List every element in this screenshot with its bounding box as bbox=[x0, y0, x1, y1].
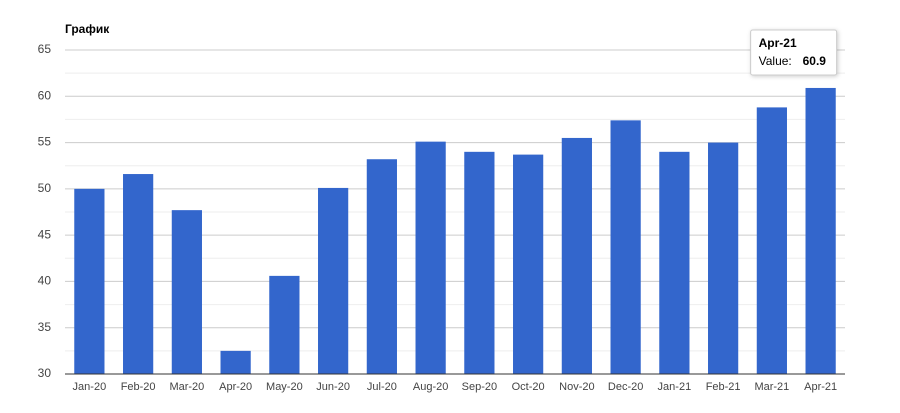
bar bbox=[756, 107, 787, 374]
x-tick-label: Jan-20 bbox=[73, 381, 107, 393]
bar bbox=[561, 137, 592, 374]
x-tick-label: Oct-20 bbox=[512, 381, 545, 393]
tooltip-category: Apr-21 bbox=[759, 36, 797, 50]
x-tick-label: Nov-20 bbox=[559, 381, 594, 393]
x-tick-label: Jun-20 bbox=[316, 381, 350, 393]
x-tick-label: Feb-20 bbox=[121, 381, 156, 393]
tooltip-value: 60.9 bbox=[803, 54, 827, 68]
bar bbox=[74, 188, 105, 374]
bar bbox=[610, 120, 641, 375]
bar bbox=[220, 350, 251, 374]
x-tick-label: Jan-21 bbox=[658, 381, 692, 393]
y-tick-label: 60 bbox=[38, 88, 52, 102]
tooltip-label: Value: bbox=[759, 54, 792, 68]
x-tick-label: Apr-20 bbox=[219, 381, 252, 393]
bar bbox=[366, 159, 397, 374]
y-tick-label: 40 bbox=[38, 274, 52, 288]
x-tick-label: May-20 bbox=[266, 381, 303, 393]
y-tick-label: 30 bbox=[38, 366, 52, 380]
x-tick-label: Mar-21 bbox=[754, 381, 789, 393]
y-tick-label: 65 bbox=[38, 42, 52, 56]
bar bbox=[318, 187, 349, 374]
y-tick-label: 55 bbox=[38, 135, 52, 149]
x-tick-label: Sep-20 bbox=[462, 381, 497, 393]
bar bbox=[415, 141, 446, 374]
x-tick-label: Mar-20 bbox=[169, 381, 204, 393]
bar bbox=[464, 151, 495, 374]
bar bbox=[123, 174, 154, 374]
y-tick-label: 50 bbox=[38, 181, 52, 195]
x-tick-label: Dec-20 bbox=[608, 381, 643, 393]
bar bbox=[513, 154, 544, 374]
bar bbox=[171, 210, 202, 374]
x-tick-label: Apr-21 bbox=[804, 381, 837, 393]
x-tick-label: Aug-20 bbox=[413, 381, 448, 393]
bar bbox=[805, 87, 836, 374]
tooltip: Apr-21 Value: 60.9 bbox=[750, 29, 838, 76]
x-tick-label: Jul-20 bbox=[367, 381, 397, 393]
bar bbox=[659, 151, 690, 374]
chart-title: График bbox=[65, 22, 110, 36]
y-tick-label: 45 bbox=[38, 227, 52, 241]
tooltip-box bbox=[750, 29, 838, 76]
bar bbox=[708, 142, 739, 374]
y-tick-label: 35 bbox=[38, 320, 52, 334]
bar bbox=[269, 275, 300, 374]
x-tick-label: Feb-21 bbox=[706, 381, 741, 393]
